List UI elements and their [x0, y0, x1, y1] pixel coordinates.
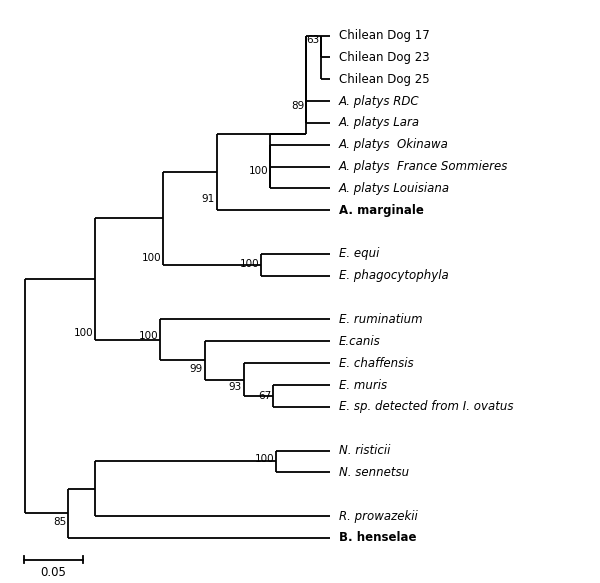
Text: A. platys  Okinawa: A. platys Okinawa — [338, 138, 449, 151]
Text: E. sp. detected from I. ovatus: E. sp. detected from I. ovatus — [338, 401, 513, 413]
Text: B. henselae: B. henselae — [338, 532, 416, 545]
Text: 99: 99 — [190, 364, 203, 374]
Text: A. platys Louisiana: A. platys Louisiana — [338, 182, 450, 195]
Text: N. risticii: N. risticii — [338, 444, 390, 457]
Text: 0.05: 0.05 — [40, 566, 66, 580]
Text: 100: 100 — [74, 328, 93, 338]
Text: 100: 100 — [255, 454, 274, 463]
Text: R. prowazekii: R. prowazekii — [338, 510, 418, 522]
Text: A. marginale: A. marginale — [338, 204, 424, 217]
Text: Chilean Dog 25: Chilean Dog 25 — [338, 73, 429, 86]
Text: 100: 100 — [249, 166, 268, 177]
Text: 100: 100 — [240, 259, 260, 269]
Text: E. chaffensis: E. chaffensis — [338, 357, 413, 370]
Text: 67: 67 — [258, 391, 271, 402]
Text: 85: 85 — [53, 517, 67, 527]
Text: E. phagocytophyla: E. phagocytophyla — [338, 269, 448, 282]
Text: Chilean Dog 23: Chilean Dog 23 — [338, 51, 429, 64]
Text: E. ruminatium: E. ruminatium — [338, 313, 422, 326]
Text: 100: 100 — [142, 252, 161, 263]
Text: E. equi: E. equi — [338, 247, 379, 261]
Text: N. sennetsu: N. sennetsu — [338, 466, 409, 479]
Text: A. platys  France Sommieres: A. platys France Sommieres — [338, 160, 508, 173]
Text: 91: 91 — [202, 194, 215, 203]
Text: 100: 100 — [139, 331, 158, 341]
Text: E.canis: E.canis — [338, 335, 380, 348]
Text: 89: 89 — [291, 101, 304, 111]
Text: Chilean Dog 17: Chilean Dog 17 — [338, 29, 430, 42]
Text: A. platys RDC: A. platys RDC — [338, 94, 419, 108]
Text: A. platys Lara: A. platys Lara — [338, 117, 420, 129]
Text: 93: 93 — [229, 381, 242, 392]
Text: E. muris: E. muris — [338, 378, 387, 392]
Text: 63: 63 — [306, 36, 319, 45]
